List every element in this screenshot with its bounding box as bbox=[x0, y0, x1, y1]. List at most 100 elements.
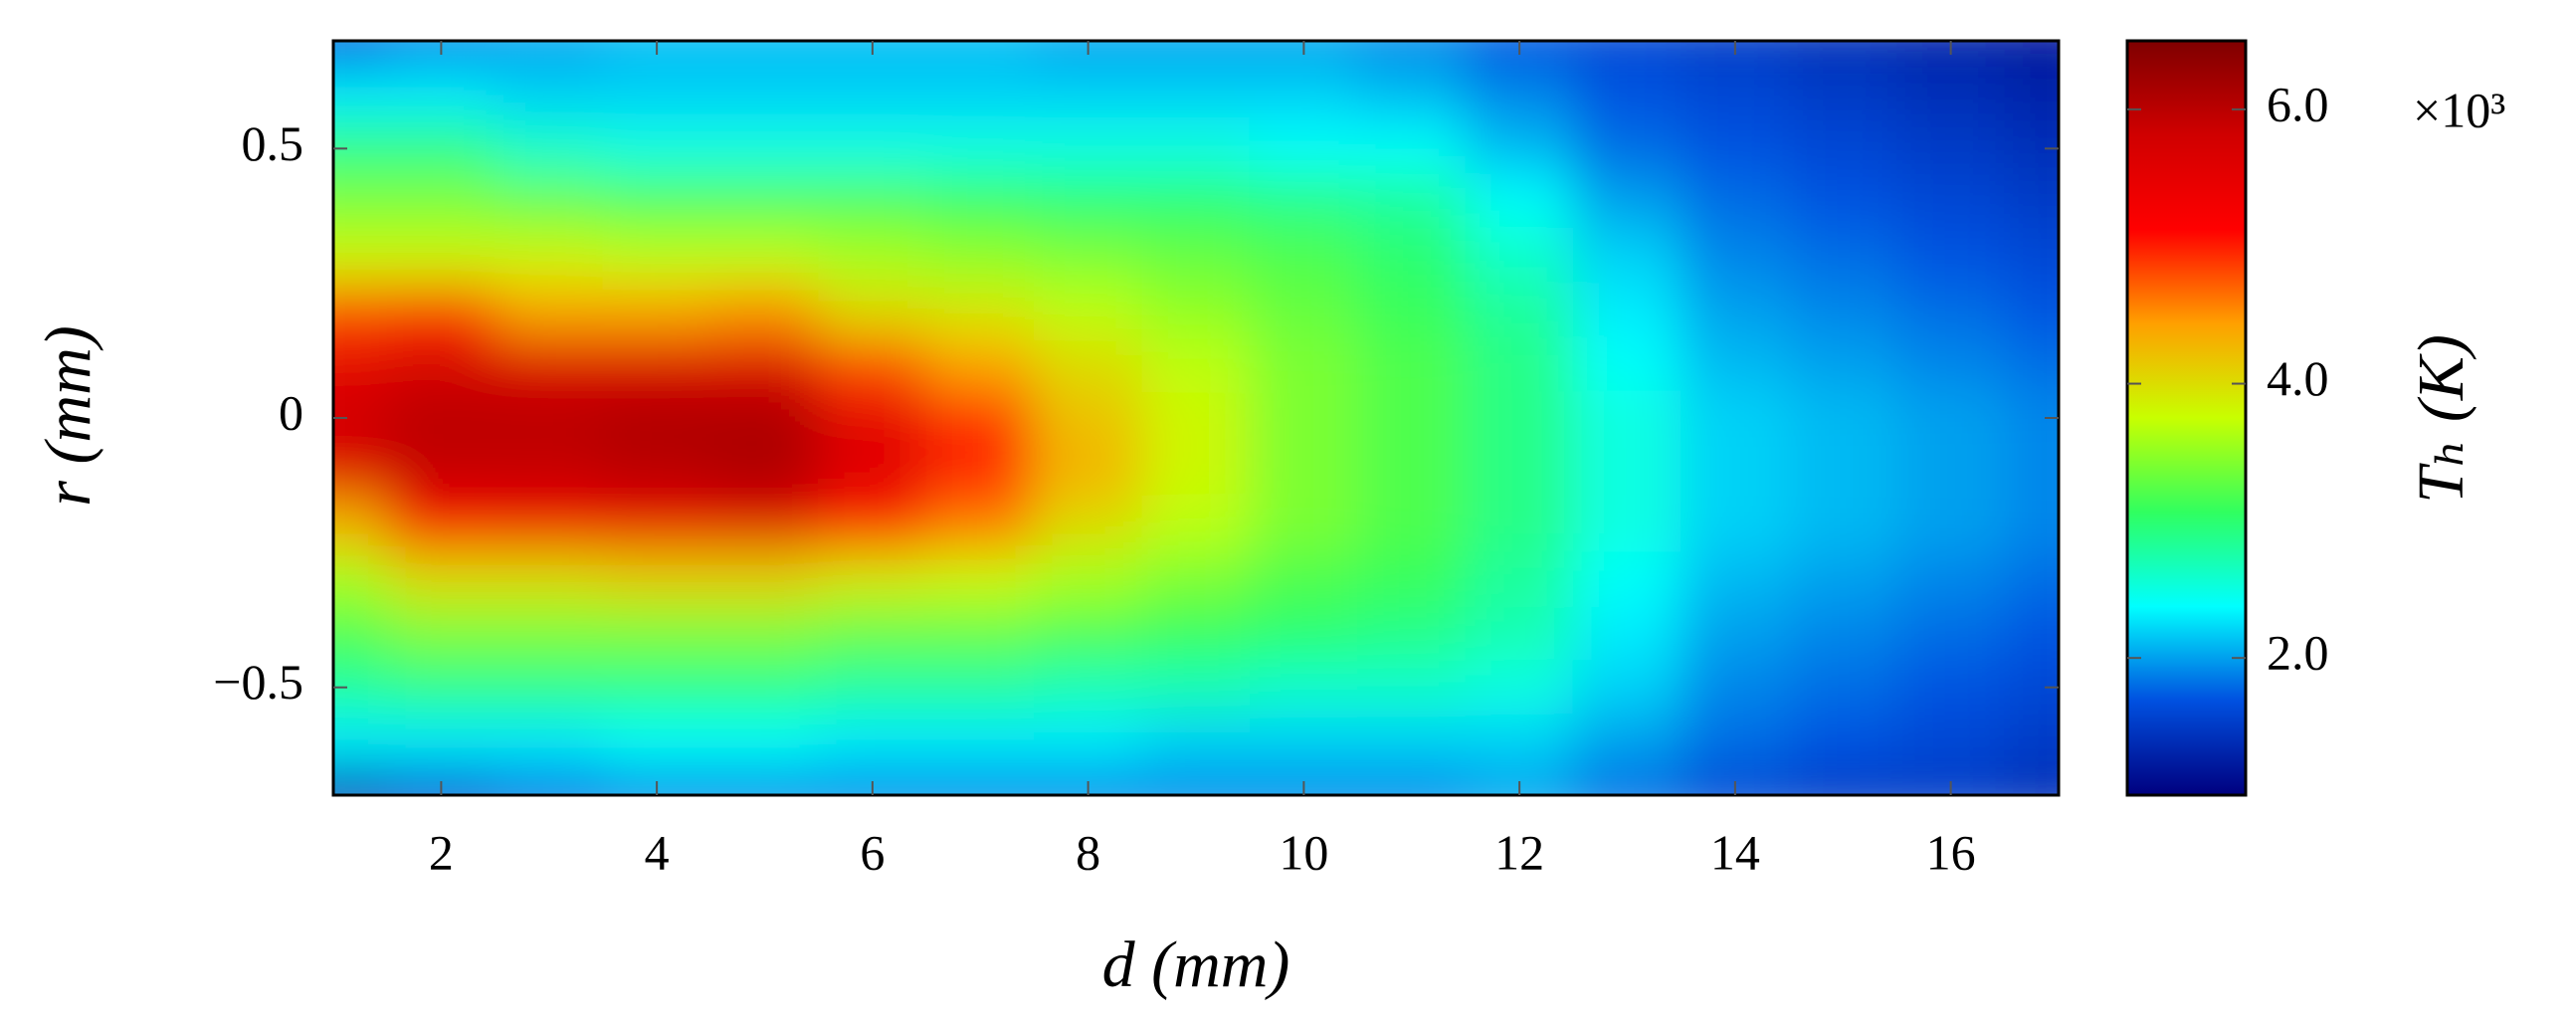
heatmap-cell bbox=[1465, 67, 1574, 122]
heatmap-cell bbox=[1572, 336, 1683, 392]
y-axis-label: r (mm) bbox=[32, 325, 104, 506]
heatmap-cell bbox=[1681, 498, 1790, 553]
heatmap-cell bbox=[602, 390, 711, 446]
heatmap-cell bbox=[602, 174, 711, 230]
heatmap-cell bbox=[1681, 174, 1790, 230]
heatmap-cell bbox=[1788, 660, 1897, 716]
heatmap-cell bbox=[1465, 551, 1574, 607]
x-tick-label: 14 bbox=[1710, 824, 1760, 880]
heatmap-cell bbox=[1788, 174, 1897, 230]
heatmap-cell bbox=[818, 551, 927, 607]
heatmap-cell bbox=[1033, 390, 1143, 446]
heatmap-cell bbox=[709, 41, 820, 69]
heatmap-cell bbox=[602, 229, 711, 285]
heatmap-cell bbox=[2004, 767, 2059, 795]
heatmap-cell bbox=[333, 498, 388, 553]
heatmap-cell bbox=[386, 120, 496, 176]
heatmap-cell bbox=[1249, 660, 1359, 716]
heatmap-area bbox=[333, 41, 2059, 795]
heatmap-cell bbox=[1141, 714, 1251, 769]
heatmap-cell bbox=[1895, 336, 2006, 392]
heatmap-cell bbox=[1895, 283, 2006, 338]
heatmap-cell bbox=[1465, 174, 1574, 230]
colorbar-label: Tₕ (K) bbox=[2405, 334, 2477, 504]
heatmap-cell bbox=[709, 120, 820, 176]
heatmap-cell bbox=[602, 660, 711, 716]
x-tick-label: 16 bbox=[1926, 824, 1976, 880]
heatmap-cells bbox=[333, 41, 2059, 795]
heatmap-cell bbox=[1357, 767, 1467, 795]
heatmap-cell bbox=[1249, 336, 1359, 392]
heatmap-cell bbox=[1357, 67, 1467, 122]
heatmap-cell bbox=[333, 283, 388, 338]
heatmap-cell bbox=[925, 551, 1035, 607]
heatmap-cell bbox=[1141, 283, 1251, 338]
heatmap-cell bbox=[333, 714, 388, 769]
heatmap-cell bbox=[925, 606, 1035, 662]
heatmap-cell bbox=[1788, 390, 1897, 446]
heatmap-cell bbox=[1572, 390, 1683, 446]
heatmap-cell bbox=[709, 660, 820, 716]
heatmap-cell bbox=[709, 714, 820, 769]
heatmap-cell bbox=[1895, 606, 2006, 662]
heatmap-cell bbox=[2004, 41, 2059, 69]
x-tick-label: 4 bbox=[645, 824, 670, 880]
heatmap-cell bbox=[602, 498, 711, 553]
heatmap-cell bbox=[2004, 283, 2059, 338]
heatmap-cell bbox=[495, 660, 604, 716]
heatmap-cell bbox=[1572, 551, 1683, 607]
heatmap-cell bbox=[818, 390, 927, 446]
heatmap-cell bbox=[1357, 606, 1467, 662]
heatmap-cell bbox=[495, 444, 604, 500]
heatmap-cell bbox=[1465, 498, 1574, 553]
heatmap-cell bbox=[386, 283, 496, 338]
heatmap-cell bbox=[333, 444, 388, 500]
heatmap-cell bbox=[333, 67, 388, 122]
heatmap-cell bbox=[709, 283, 820, 338]
heatmap-cell bbox=[1572, 606, 1683, 662]
heatmap-cell bbox=[2004, 498, 2059, 553]
heatmap-cell bbox=[925, 229, 1035, 285]
heatmap-cell bbox=[1357, 283, 1467, 338]
heatmap-cell bbox=[495, 41, 604, 69]
heatmap-cell bbox=[1249, 498, 1359, 553]
heatmap-cell bbox=[1141, 229, 1251, 285]
heatmap-cell bbox=[1249, 120, 1359, 176]
heatmap-cell bbox=[386, 390, 496, 446]
heatmap-cell bbox=[2004, 714, 2059, 769]
heatmap-cell bbox=[1357, 336, 1467, 392]
heatmap-cell bbox=[1357, 444, 1467, 500]
heatmap-cell bbox=[1033, 336, 1143, 392]
heatmap-cell bbox=[1572, 444, 1683, 500]
heatmap-cell bbox=[333, 551, 388, 607]
x-tick-label: 12 bbox=[1494, 824, 1544, 880]
heatmap-cell bbox=[1249, 714, 1359, 769]
y-tick-label: 0.5 bbox=[242, 115, 304, 171]
heatmap-cell bbox=[2004, 67, 2059, 122]
heatmap-cell bbox=[1895, 174, 2006, 230]
heatmap-cell bbox=[1788, 229, 1897, 285]
heatmap-cell bbox=[1572, 767, 1683, 795]
heatmap-cell bbox=[709, 390, 820, 446]
heatmap-cell bbox=[925, 174, 1035, 230]
heatmap-cell bbox=[925, 498, 1035, 553]
heatmap-cell bbox=[709, 67, 820, 122]
heatmap-cell bbox=[1033, 444, 1143, 500]
heatmap-cell bbox=[709, 606, 820, 662]
colorbar-tick-label: 2.0 bbox=[2267, 625, 2329, 681]
heatmap-cell bbox=[1895, 120, 2006, 176]
heatmap-cell bbox=[495, 551, 604, 607]
heatmap-cell bbox=[818, 336, 927, 392]
heatmap-cell bbox=[818, 229, 927, 285]
heatmap-cell bbox=[1681, 390, 1790, 446]
heatmap-cell bbox=[2004, 229, 2059, 285]
heatmap-cell bbox=[925, 444, 1035, 500]
heatmap-cell bbox=[1141, 41, 1251, 69]
heatmap-cell bbox=[2004, 336, 2059, 392]
heatmap-cell bbox=[1141, 67, 1251, 122]
heatmap-cell bbox=[386, 660, 496, 716]
heatmap-cell bbox=[1572, 120, 1683, 176]
heatmap-cell bbox=[1788, 444, 1897, 500]
heatmap-cell bbox=[1141, 336, 1251, 392]
